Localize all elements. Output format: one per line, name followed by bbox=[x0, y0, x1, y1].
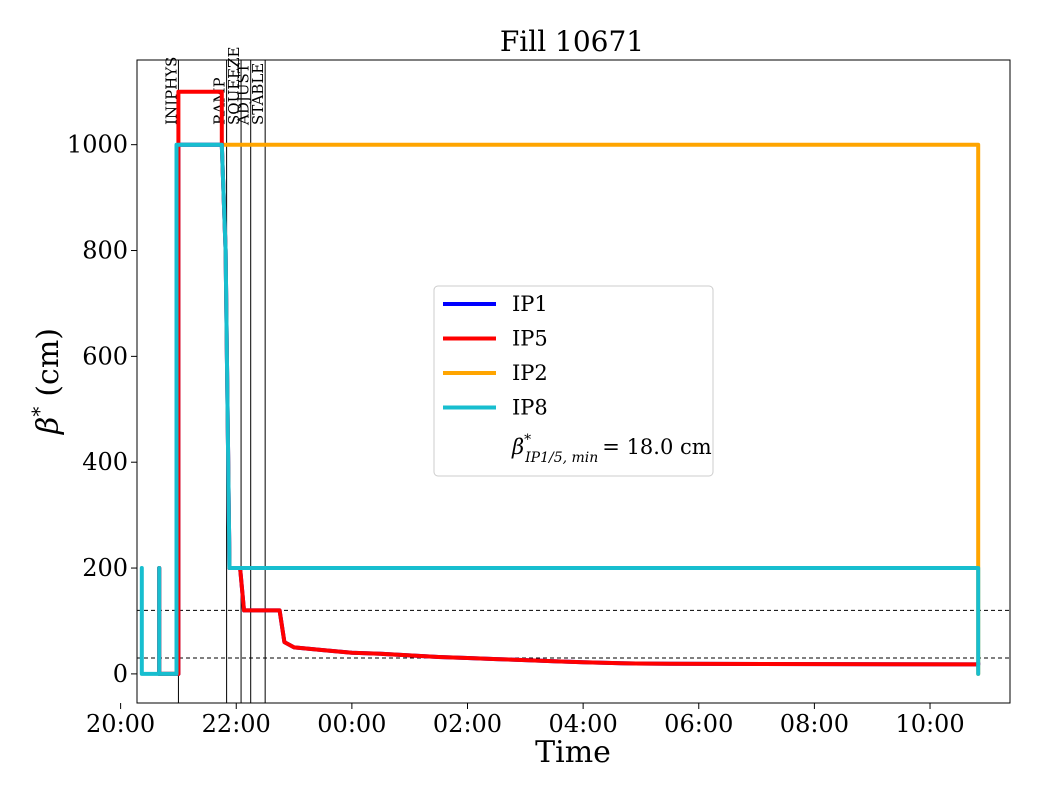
series-line-ip8 bbox=[139, 142, 981, 676]
x-tick-label: 10:00 bbox=[895, 710, 964, 738]
phase-label-stable: STABLE bbox=[249, 63, 267, 125]
y-axis-label: β* (cm) bbox=[27, 328, 66, 435]
legend-label-ip8: IP8 bbox=[512, 396, 548, 420]
x-tick-label: 04:00 bbox=[549, 710, 618, 738]
phase-label-ramp: RAMP bbox=[211, 77, 229, 125]
chart-title: Fill 10671 bbox=[500, 25, 644, 58]
series-lines bbox=[139, 89, 981, 676]
y-tick-label: 0 bbox=[113, 660, 128, 688]
legend-label-ip5: IP5 bbox=[512, 327, 548, 351]
x-axis-ticks: 20:00 22:00 00:00 02:00 04:00 06:00 08:00 10:00 bbox=[86, 703, 965, 738]
x-axis-label: Time bbox=[535, 735, 611, 770]
x-tick-label: 20:00 bbox=[86, 710, 155, 738]
y-axis-label-unit: (cm) bbox=[31, 328, 66, 397]
legend-label-ip1: IP1 bbox=[512, 292, 548, 316]
x-tick-label: 06:00 bbox=[664, 710, 733, 738]
legend-label-ip2: IP2 bbox=[512, 361, 548, 385]
reference-lines bbox=[137, 609, 1010, 659]
legend-entries: IP1 IP5 IP2 IP8 bbox=[443, 292, 548, 420]
y-axis-label-sup: * bbox=[27, 407, 51, 417]
y-tick-label: 200 bbox=[82, 554, 128, 582]
phase-label-injphys: INJPHYS bbox=[162, 57, 180, 125]
y-tick-label: 600 bbox=[82, 342, 128, 370]
plot-frame bbox=[136, 59, 1011, 704]
y-tick-label: 800 bbox=[82, 237, 128, 265]
legend-min-beta: β* IP1/5, min = 18.0 cm bbox=[511, 432, 712, 466]
y-axis-ticks: 0 200 400 600 800 1000 bbox=[67, 131, 137, 688]
series-line-ip5 bbox=[157, 89, 981, 676]
svg-text:β*(cm): β* (cm) bbox=[27, 328, 66, 435]
x-tick-label: 08:00 bbox=[780, 710, 849, 738]
x-tick-label: 02:00 bbox=[433, 710, 502, 738]
x-tick-label: 00:00 bbox=[317, 710, 386, 738]
y-tick-label: 400 bbox=[82, 448, 128, 476]
legend-box bbox=[433, 285, 714, 477]
x-tick-label: 22:00 bbox=[202, 710, 271, 738]
legend: IP1 IP5 IP2 IP8 β* IP1/5, min = 18.0 cm bbox=[433, 285, 714, 477]
y-axis-label-symbol: β bbox=[31, 417, 66, 435]
phase-label-adjust: ADJUST bbox=[235, 63, 253, 126]
y-tick-label: 1000 bbox=[67, 131, 128, 159]
phase-label-squeeze: SQUEEZE bbox=[225, 47, 243, 126]
